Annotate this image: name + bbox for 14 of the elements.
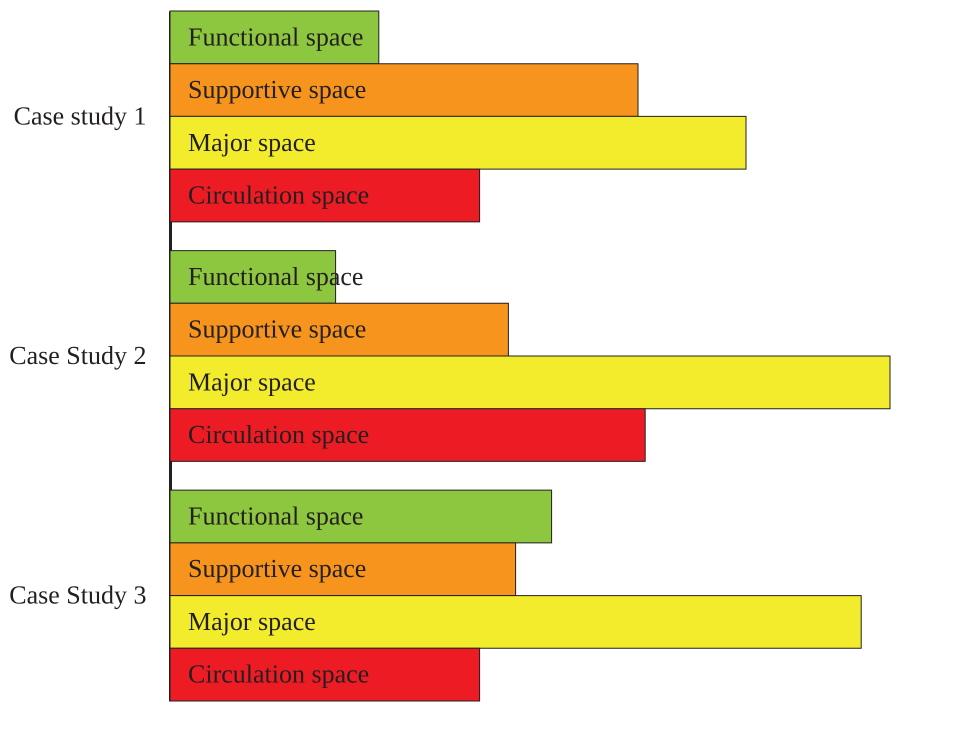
y-tick-label: Case Study 3 — [9, 580, 146, 610]
text: Circulation space — [188, 660, 370, 689]
series-label: Supportive space — [188, 314, 366, 344]
y-tick-label: Case study 1 — [14, 101, 146, 130]
text: Major space — [188, 367, 316, 396]
text: Major space — [188, 606, 316, 636]
series-label: Major space — [188, 128, 316, 157]
text: Supportive space — [188, 75, 366, 104]
series-label: Functional space — [188, 502, 364, 531]
y-tick-label: Case Study 2 — [9, 341, 146, 370]
text: Supportive space — [188, 554, 366, 584]
series-label: Circulation space — [188, 180, 370, 210]
text: Circulation space — [188, 420, 370, 450]
text: Functional space — [188, 22, 364, 52]
